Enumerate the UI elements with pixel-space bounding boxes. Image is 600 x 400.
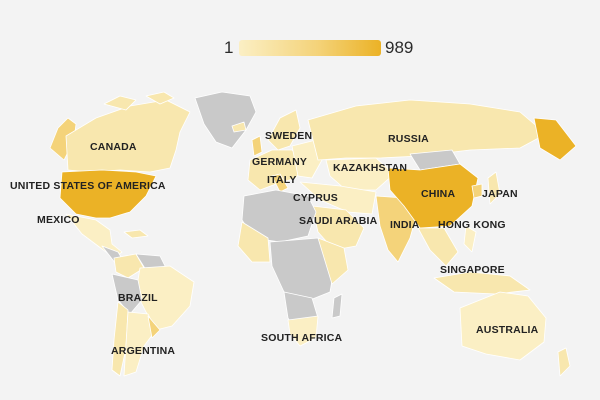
region-chile[interactable]: [111, 301, 129, 377]
legend-color-scale: [239, 40, 381, 56]
region-peru-bolivia[interactable]: [111, 273, 143, 315]
label-india: INDIA: [390, 219, 420, 231]
region-china[interactable]: [387, 163, 479, 229]
label-singapore: SINGAPORE: [440, 264, 505, 276]
label-kazakhstan: KAZAKHSTAN: [333, 162, 408, 174]
legend-min-value: 1: [224, 38, 234, 57]
label-china: CHINA: [421, 188, 456, 200]
region-canada[interactable]: [65, 99, 191, 173]
region-south-africa[interactable]: [287, 315, 319, 347]
region-iceland[interactable]: [231, 121, 247, 133]
label-sweden: SWEDEN: [265, 130, 313, 142]
region-russia[interactable]: [307, 99, 547, 161]
region-madagascar[interactable]: [331, 293, 343, 319]
label-saudi-arabia: SAUDI ARABIA: [299, 215, 378, 227]
label-italy: ITALY: [267, 174, 297, 186]
region-australia[interactable]: [459, 291, 547, 361]
region-west-africa[interactable]: [237, 221, 271, 263]
region-russia-far-east[interactable]: [533, 117, 577, 161]
label-russia: RUSSIA: [388, 133, 429, 145]
region-uk[interactable]: [251, 135, 263, 157]
region-western-europe[interactable]: [247, 149, 305, 191]
region-arctic-islands[interactable]: [103, 91, 175, 111]
region-argentina[interactable]: [123, 311, 157, 377]
label-hong-kong: HONG KONG: [438, 219, 506, 231]
label-south-africa: SOUTH AFRICA: [261, 332, 343, 344]
region-mexico[interactable]: [65, 213, 123, 259]
label-canada: CANADA: [90, 141, 137, 153]
region-philippines[interactable]: [463, 225, 477, 253]
label-australia: AUSTRALIA: [476, 324, 539, 336]
region-caribbean[interactable]: [123, 229, 149, 239]
region-uruguay-paraguay[interactable]: [147, 315, 161, 339]
region-new-zealand[interactable]: [557, 347, 571, 377]
label-mexico: MEXICO: [37, 214, 80, 226]
region-saudi-arabia[interactable]: [311, 205, 365, 251]
region-east-africa[interactable]: [317, 237, 349, 285]
label-cyprus: CYPRUS: [293, 192, 338, 204]
legend-max-value: 989: [385, 38, 414, 57]
region-usa[interactable]: [59, 169, 157, 219]
region-japan[interactable]: [487, 171, 501, 205]
region-italy[interactable]: [271, 173, 289, 193]
region-korea[interactable]: [471, 183, 483, 199]
region-colombia[interactable]: [113, 253, 145, 279]
label-germany: GERMANY: [252, 156, 308, 168]
region-southeast-asia[interactable]: [417, 227, 459, 267]
region-eastern-europe[interactable]: [291, 139, 323, 179]
region-kazakhstan[interactable]: [325, 157, 395, 191]
label-japan: JAPAN: [482, 188, 518, 200]
label-usa: UNITED STATES OF AMERICA: [10, 180, 166, 192]
label-brazil: BRAZIL: [118, 292, 158, 304]
label-argentina: ARGENTINA: [111, 345, 176, 357]
region-indonesia[interactable]: [433, 271, 531, 295]
region-greenland[interactable]: [194, 91, 257, 149]
region-turkey-iran[interactable]: [299, 181, 377, 215]
